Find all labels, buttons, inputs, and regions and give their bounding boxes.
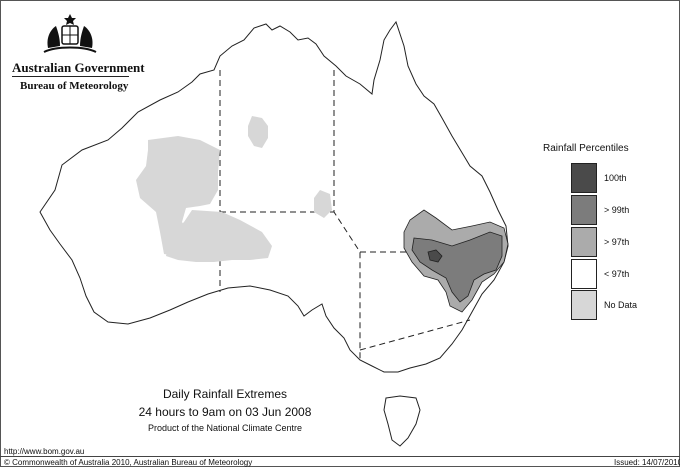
legend-swatch: [571, 290, 597, 320]
australia-coastline: [39, 20, 509, 373]
coat-of-arms-icon: [43, 14, 97, 53]
tasmania-coastline: [383, 395, 421, 447]
legend-item-100th: 100th: [571, 163, 680, 193]
footer-issued-date: Issued: 14/07/2010: [614, 458, 680, 467]
legend-swatch: [571, 195, 597, 225]
rainfall-area-99th: [411, 231, 503, 303]
legend-label: > 99th: [604, 205, 630, 215]
government-title: Australian Government: [12, 60, 145, 75]
legend-title: Rainfall Percentiles: [543, 143, 629, 154]
no-data-areas: [136, 116, 332, 262]
map-product: Product of the National Climate Centre: [147, 423, 303, 433]
footer-divider: [0, 456, 680, 457]
footer-url[interactable]: http://www.bom.gov.au: [4, 447, 85, 456]
map-period: 24 hours to 9am on 03 Jun 2008: [138, 405, 312, 419]
legend-item-97th: > 97th: [571, 227, 680, 257]
legend-label: > 97th: [604, 237, 630, 247]
legend-swatch: [571, 259, 597, 289]
map-title: Daily Rainfall Extremes: [162, 387, 288, 401]
legend-swatch: [571, 227, 597, 257]
legend-label: < 97th: [604, 269, 630, 279]
legend-item-below-97th: < 97th: [571, 259, 680, 289]
branding-divider: [12, 76, 129, 77]
legend-label: No Data: [604, 300, 638, 310]
footer-copyright: © Commonwealth of Australia 2010, Austra…: [4, 458, 253, 467]
bureau-name: Bureau of Meteorology: [20, 80, 129, 92]
legend-item-99th: > 99th: [571, 195, 680, 225]
legend-swatch: [571, 163, 597, 193]
rainfall-area-100th: [427, 249, 443, 263]
legend-item-no-data: No Data: [571, 290, 680, 320]
legend-label: 100th: [604, 173, 627, 183]
